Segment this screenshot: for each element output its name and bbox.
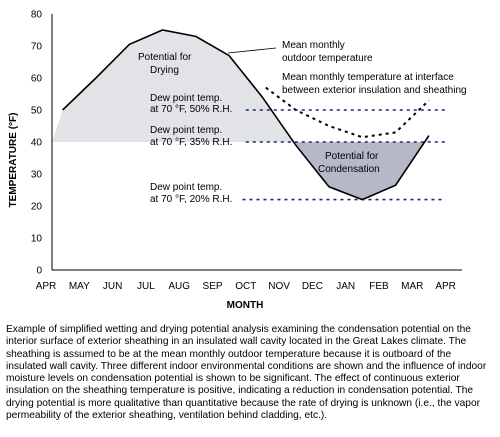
outdoor-curve-label: Mean monthly outdoor temperature — [282, 40, 373, 64]
y-tick-label: 20 — [31, 202, 43, 213]
x-tick-label: NOV — [268, 281, 290, 292]
y-tick-labels: 0 10 20 30 40 50 60 70 80 — [31, 10, 43, 277]
wetting-drying-chart: 0 10 20 30 40 50 60 70 80 APR MAY JUN JUL AUG SEP OCT N… — [8, 10, 467, 312]
y-tick-label: 70 — [31, 42, 43, 53]
y-tick-label: 40 — [31, 138, 43, 149]
drying-potential-area — [52, 30, 429, 142]
x-tick-label: JUN — [103, 281, 122, 292]
dew-point-label-35: Dew point temp. at 70 °F, 35% R.H. — [150, 125, 232, 148]
condensation-label: Potential for Condensation — [318, 151, 381, 175]
x-tick-label: MAY — [69, 281, 90, 292]
x-tick-label: SEP — [202, 281, 222, 292]
x-tick-label: APR — [36, 281, 57, 292]
drying-label: Potential for Drying — [138, 52, 194, 76]
x-tick-labels: APR MAY JUN JUL AUG SEP OCT NOV DEC JAN FEB MAR APR — [36, 281, 456, 292]
y-tick-label: 10 — [31, 234, 43, 245]
dew-point-label-50: Dew point temp. at 70 °F, 50% R.H. — [150, 93, 232, 115]
condensation-potential-area — [293, 142, 425, 200]
axes — [51, 14, 462, 271]
outdoor-temperature-curve — [62, 29, 430, 201]
x-tick-label: AUG — [168, 281, 190, 292]
x-tick-label: DEC — [302, 281, 323, 292]
x-tick-label: FEB — [369, 281, 389, 292]
y-axis-label: TEMPERATURE (°F) — [8, 113, 19, 208]
y-tick-label: 80 — [31, 10, 43, 21]
x-tick-label: JAN — [336, 281, 355, 292]
x-tick-label: MAR — [401, 281, 423, 292]
y-tick-label: 50 — [31, 106, 43, 117]
x-tick-label: APR — [435, 281, 456, 292]
x-tick-label: OCT — [235, 281, 256, 292]
figure-caption: Example of simplified wetting and drying… — [6, 324, 487, 422]
y-tick-label: 60 — [31, 74, 43, 85]
interface-curve-label: Mean monthly temperature at interface be… — [282, 72, 467, 96]
y-tick-label: 30 — [31, 170, 43, 181]
outdoor-label-leader — [227, 47, 277, 54]
y-tick-label: 0 — [36, 266, 42, 277]
x-axis-label: MONTH — [227, 300, 264, 311]
interface-temperature-curve — [265, 86, 430, 139]
dew-point-reference-lines — [242, 109, 446, 201]
dew-point-label-20: Dew point temp. at 70 °F, 20% R.H. — [150, 182, 232, 205]
x-tick-label: JUL — [137, 281, 155, 292]
